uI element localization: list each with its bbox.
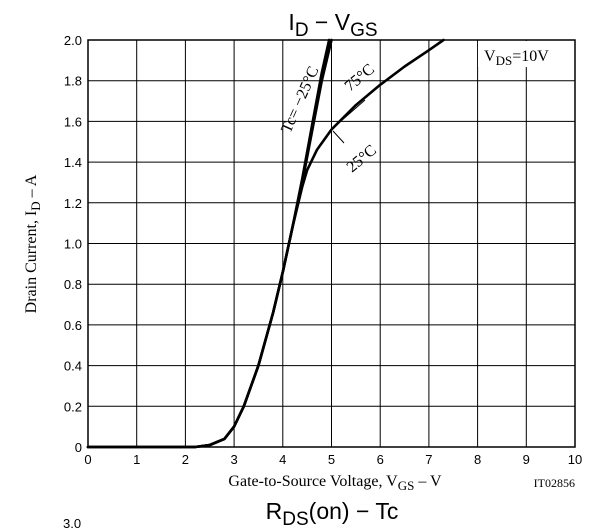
x-tick-label-5: 5: [328, 452, 335, 467]
series-line-2: [86, 38, 333, 449]
y-tick-label-3: 0.6: [64, 318, 82, 333]
x-tick-label-2: 2: [182, 452, 189, 467]
x-tick-label-4: 4: [279, 452, 286, 467]
curve-label-25: 25°C: [344, 142, 380, 176]
x-tick-label-1: 1: [133, 452, 140, 467]
y-tick-label-6: 1.2: [64, 196, 82, 211]
condition-label: VDS=10V: [484, 48, 549, 68]
x-tick-label-7: 7: [425, 452, 432, 467]
y-tick-label-7: 1.4: [64, 155, 82, 170]
x-tick-label-10: 10: [568, 452, 582, 467]
x-axis-label: Gate-to-Source Voltage, VGS – V: [228, 473, 442, 493]
y-tick-label-9: 1.8: [64, 74, 82, 89]
cut-off-tick-label: 3.0: [63, 516, 81, 528]
label-leader-25: [332, 130, 345, 144]
y-axis-label: Drain Current, ID – A: [23, 174, 43, 313]
series-curves: [86, 38, 445, 449]
tick-labels: 0 1 2 3 4 5 6 7 8 9 10 0 0.2 0.4 0.6 0.8 1.0 1.2 1.4 1.6 1.8…: [64, 33, 582, 467]
grid-lines: [87, 39, 576, 448]
y-tick-label-10: 2.0: [64, 33, 82, 48]
next-chart-title: RDS(on) − Tc: [266, 498, 399, 528]
x-tick-label-0: 0: [84, 452, 91, 467]
y-tick-label-5: 1.0: [64, 237, 82, 252]
figure-code: IT02856: [534, 476, 575, 490]
y-tick-label-4: 0.8: [64, 277, 82, 292]
label-leader-75: [332, 99, 366, 129]
x-tick-label-9: 9: [523, 452, 530, 467]
y-tick-label-2: 0.4: [64, 359, 82, 374]
condition-box-bg: [478, 41, 574, 67]
y-tick-label-0: 0: [75, 440, 82, 455]
y-tick-label-1: 0.2: [64, 399, 82, 414]
y-tick-label-8: 1.6: [64, 114, 82, 129]
x-tick-label-3: 3: [230, 452, 237, 467]
x-tick-label-8: 8: [474, 452, 481, 467]
chart-title: ID − VGS: [288, 9, 377, 41]
x-tick-label-6: 6: [377, 452, 384, 467]
plot-frame: [87, 39, 576, 448]
